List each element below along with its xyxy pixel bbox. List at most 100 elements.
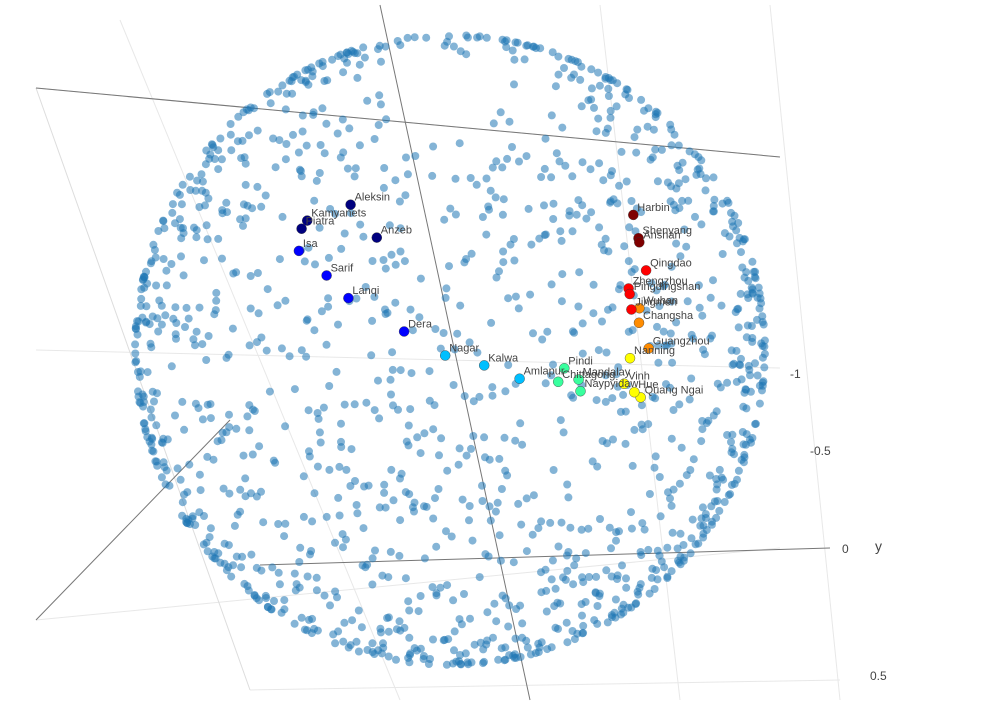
route-marker[interactable] bbox=[626, 304, 637, 315]
route-marker[interactable] bbox=[321, 270, 332, 281]
route-marker[interactable] bbox=[629, 387, 640, 398]
city-marker bbox=[347, 209, 355, 218]
city-marker bbox=[204, 194, 213, 203]
route-marker[interactable] bbox=[343, 292, 354, 304]
city-marker bbox=[241, 159, 250, 168]
city-marker bbox=[157, 320, 166, 329]
city-marker bbox=[468, 536, 477, 545]
city-marker bbox=[692, 170, 701, 179]
route-marker[interactable] bbox=[553, 376, 564, 387]
city-marker bbox=[317, 307, 326, 316]
city-marker bbox=[604, 305, 612, 314]
route-marker[interactable] bbox=[624, 288, 635, 300]
route-marker[interactable] bbox=[479, 360, 490, 371]
route-marker[interactable] bbox=[628, 209, 639, 221]
city-marker bbox=[442, 660, 451, 669]
city-marker bbox=[609, 435, 617, 444]
route-marker[interactable] bbox=[296, 223, 307, 234]
city-marker bbox=[161, 311, 170, 320]
route-marker[interactable] bbox=[559, 363, 570, 374]
route-marker[interactable] bbox=[293, 245, 305, 257]
city-marker bbox=[261, 191, 270, 200]
world-cities-series bbox=[131, 31, 769, 669]
city-marker bbox=[339, 68, 348, 77]
route-city-label: Harbin bbox=[637, 202, 669, 214]
route-marker[interactable] bbox=[624, 353, 636, 364]
city-marker bbox=[410, 644, 419, 653]
route-marker[interactable] bbox=[640, 265, 652, 276]
route-marker[interactable] bbox=[371, 232, 382, 243]
city-marker bbox=[473, 33, 482, 42]
city-marker bbox=[680, 225, 689, 234]
route-marker[interactable] bbox=[440, 350, 451, 361]
grid-line bbox=[119, 19, 401, 701]
city-marker bbox=[668, 358, 677, 367]
city-marker bbox=[467, 658, 476, 667]
route-marker[interactable] bbox=[514, 373, 525, 384]
city-marker bbox=[686, 466, 695, 474]
city-marker bbox=[376, 100, 385, 109]
city-marker bbox=[662, 380, 670, 389]
city-marker bbox=[592, 127, 601, 136]
city-marker bbox=[478, 481, 486, 490]
city-marker bbox=[739, 235, 748, 244]
city-marker bbox=[180, 490, 189, 499]
city-marker bbox=[675, 479, 684, 488]
city-marker bbox=[361, 563, 370, 572]
y-axis-ticks: -1 -0.5 0 0.5 bbox=[790, 367, 887, 683]
city-marker bbox=[551, 584, 560, 593]
route-marker[interactable] bbox=[618, 378, 630, 389]
city-marker bbox=[630, 425, 639, 434]
city-marker bbox=[171, 219, 179, 228]
city-marker bbox=[331, 639, 340, 648]
city-marker bbox=[325, 382, 334, 390]
city-marker bbox=[300, 625, 309, 634]
city-marker bbox=[633, 125, 642, 134]
city-marker bbox=[242, 105, 251, 114]
city-marker bbox=[499, 258, 508, 267]
city-marker bbox=[650, 585, 659, 593]
city-marker bbox=[147, 413, 156, 422]
city-marker bbox=[152, 421, 161, 430]
city-marker bbox=[537, 517, 546, 526]
city-marker bbox=[462, 50, 471, 59]
route-marker[interactable] bbox=[643, 343, 654, 354]
city-marker bbox=[618, 561, 626, 570]
route-marker[interactable] bbox=[345, 199, 356, 210]
city-marker bbox=[171, 330, 180, 339]
city-marker bbox=[632, 148, 641, 157]
route-marker[interactable] bbox=[302, 215, 313, 226]
route-marker[interactable] bbox=[633, 317, 645, 328]
city-marker bbox=[614, 363, 623, 372]
route-marker[interactable] bbox=[573, 374, 584, 385]
city-marker bbox=[252, 492, 261, 501]
city-marker bbox=[529, 329, 537, 338]
city-marker bbox=[435, 451, 443, 460]
route-marker[interactable] bbox=[634, 237, 645, 248]
city-marker bbox=[212, 288, 221, 297]
city-marker bbox=[387, 250, 396, 259]
city-marker bbox=[157, 473, 166, 482]
city-marker bbox=[644, 420, 653, 429]
city-marker bbox=[422, 33, 431, 42]
city-marker bbox=[505, 117, 514, 126]
city-marker bbox=[395, 197, 404, 206]
city-marker bbox=[566, 523, 575, 532]
city-marker bbox=[499, 195, 508, 204]
route-marker[interactable] bbox=[575, 386, 586, 397]
city-marker bbox=[159, 217, 168, 226]
city-marker bbox=[534, 524, 543, 533]
city-marker bbox=[565, 211, 574, 220]
city-marker bbox=[439, 636, 448, 645]
city-marker bbox=[547, 371, 556, 380]
city-marker bbox=[669, 485, 678, 494]
city-marker bbox=[429, 142, 438, 151]
route-marker[interactable] bbox=[398, 326, 410, 337]
city-marker bbox=[467, 249, 476, 258]
city-marker bbox=[691, 212, 699, 221]
city-marker bbox=[443, 581, 452, 590]
city-marker bbox=[479, 645, 488, 654]
city-marker bbox=[684, 196, 693, 205]
